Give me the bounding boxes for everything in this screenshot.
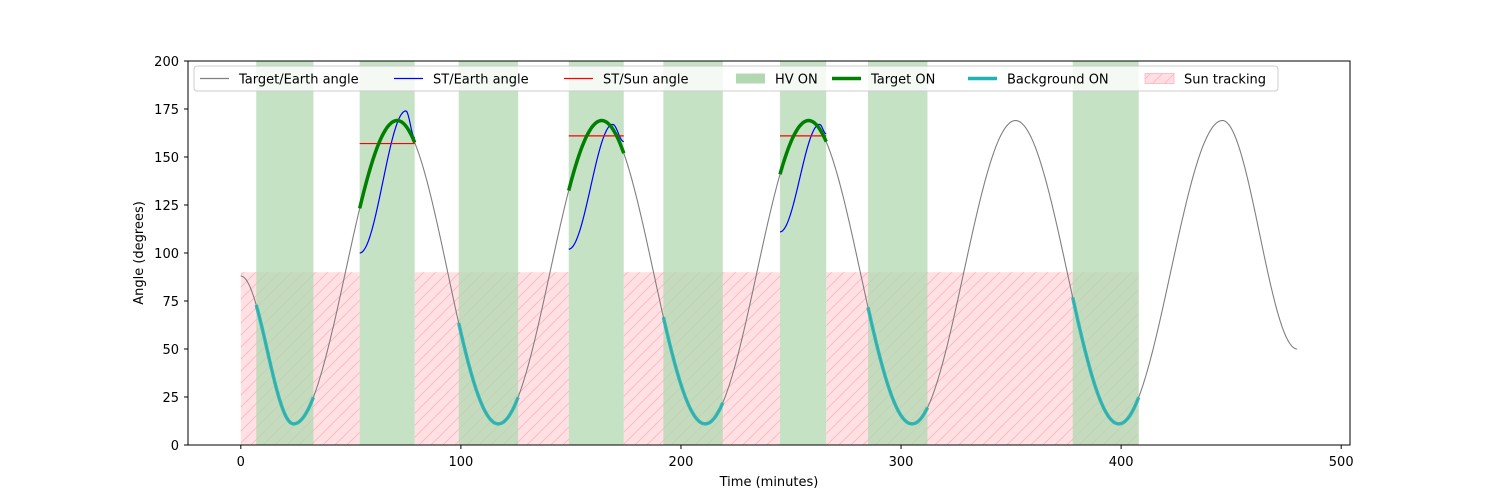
- y-tick-label: 125: [154, 199, 179, 214]
- y-tick-label: 0: [171, 439, 179, 454]
- legend: Target/Earth angle ST/Earth angle ST/Sun a…: [193, 65, 1279, 92]
- target-on-segment: [357, 118, 417, 209]
- x-tick-label: 0: [237, 455, 245, 470]
- x-tick-label: 400: [1109, 455, 1134, 470]
- legend-item-sun-tracking: Sun tracking: [1144, 73, 1266, 88]
- hv-on-band: [359, 61, 415, 445]
- y-tick-label: 25: [162, 391, 179, 406]
- legend-item-st-earth: ST/Earth angle: [394, 73, 529, 88]
- hv-on-band: [568, 61, 624, 445]
- legend-label: HV ON: [775, 73, 818, 88]
- y-tick-label: 50: [162, 343, 179, 358]
- target-on-segment: [567, 118, 626, 192]
- legend-item-st-sun: ST/Sun angle: [564, 73, 689, 88]
- background-on-segment: [254, 304, 316, 426]
- y-tick-label: 150: [154, 151, 179, 166]
- hv-on-band: [663, 61, 723, 445]
- x-axis-ticks: 0 100 200 300 400 500: [237, 445, 1354, 470]
- hv-on-band: [256, 61, 314, 445]
- target-on-segment: [778, 118, 828, 175]
- st-earth-segment: [568, 123, 624, 250]
- y-tick-label: 200: [154, 55, 179, 70]
- x-tick-label: 100: [448, 455, 473, 470]
- x-axis-label: Time (minutes): [719, 475, 819, 490]
- x-tick-label: 500: [1329, 455, 1354, 470]
- hv-on-band: [458, 61, 519, 445]
- legend-item-target-on: Target ON: [832, 73, 935, 88]
- background-on-segment: [1070, 297, 1141, 426]
- hv-on-band: [1072, 61, 1139, 445]
- hv-on-band: [868, 61, 928, 445]
- x-tick-label: 300: [889, 455, 914, 470]
- legend-label: Target/Earth angle: [238, 73, 359, 88]
- y-tick-label: 75: [162, 295, 179, 310]
- y-tick-label: 175: [154, 103, 179, 118]
- background-on-segment: [456, 322, 520, 426]
- y-axis-label: Angle (degrees): [132, 201, 147, 305]
- legend-item-hv-on: HV ON: [736, 73, 818, 88]
- legend-swatch: [736, 73, 765, 84]
- y-axis-ticks: 0 25 50 75 100 125 150 175 200: [154, 55, 188, 454]
- legend-swatch-hatch: [1145, 73, 1174, 84]
- legend-item-background-on: Background ON: [968, 73, 1109, 88]
- background-on-segment: [661, 316, 725, 426]
- legend-item-target-earth: Target/Earth angle: [200, 73, 359, 88]
- legend-label: ST/Earth angle: [433, 73, 529, 88]
- series-layer: [240, 110, 1298, 426]
- hv-on-band: [780, 61, 827, 445]
- x-tick-label: 200: [669, 455, 694, 470]
- hv-on-layer: [256, 61, 1139, 445]
- background-on-segment: [866, 307, 930, 426]
- legend-label: Background ON: [1007, 73, 1109, 88]
- legend-label: Sun tracking: [1184, 73, 1266, 88]
- legend-label: Target ON: [870, 73, 935, 88]
- legend-label: ST/Sun angle: [603, 73, 689, 88]
- st-earth-segment: [359, 110, 416, 254]
- y-tick-label: 100: [154, 247, 179, 262]
